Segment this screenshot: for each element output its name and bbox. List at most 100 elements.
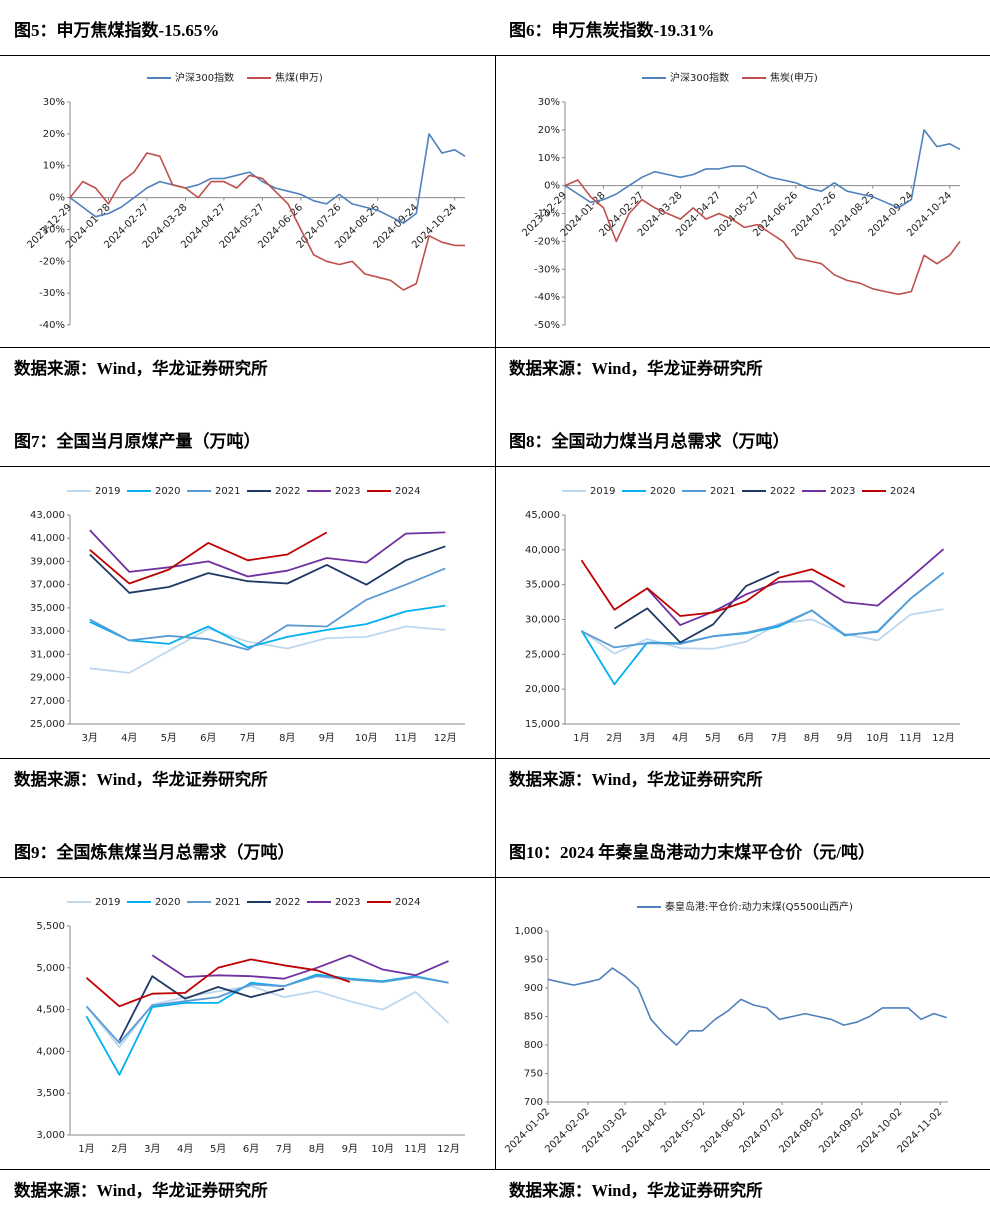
y-tick-label: 41,000 xyxy=(30,533,65,544)
y-tick-label: 25,000 xyxy=(30,719,65,730)
x-tick-label: 9月 xyxy=(342,1143,358,1155)
y-tick-label: 27,000 xyxy=(30,696,65,707)
legend-label: 2020 xyxy=(155,486,180,497)
y-tick-label: 850 xyxy=(524,1012,543,1023)
y-tick-label: 15,000 xyxy=(525,719,560,730)
y-tick-label: 800 xyxy=(524,1040,543,1051)
x-tick-label: 6月 xyxy=(200,732,216,744)
figure: 图10：2024 年秦皇岛港动力末煤平仓价（元/吨） 数据来源：Wind，华龙证券… xyxy=(495,842,990,1200)
legend-label: 2022 xyxy=(770,486,795,497)
y-tick-label: 3,500 xyxy=(36,1088,65,1099)
y-tick-label: 700 xyxy=(524,1097,543,1108)
y-tick-label: 5,500 xyxy=(36,921,65,932)
legend-label: 2019 xyxy=(95,486,120,497)
x-tick-label: 1月 xyxy=(78,1143,94,1155)
y-tick-label: 30% xyxy=(43,97,65,108)
x-tick-label: 6月 xyxy=(738,732,754,744)
figure-title: 图9：全国炼焦煤当月总需求（万吨） xyxy=(14,842,295,862)
series-line xyxy=(580,559,846,617)
y-tick-label: 45,000 xyxy=(525,510,560,521)
x-tick-label: 10月 xyxy=(866,732,889,744)
legend-label: 2021 xyxy=(215,897,240,908)
y-tick-label: 31,000 xyxy=(30,649,65,660)
x-tick-label: 11月 xyxy=(404,1143,427,1155)
series-line xyxy=(581,572,945,649)
x-tick-label: 5月 xyxy=(161,732,177,744)
legend-label: 焦炭(申万) xyxy=(770,71,818,84)
legend-label: 2022 xyxy=(275,486,300,497)
x-tick-label: 10月 xyxy=(355,732,378,744)
x-tick-label: 5月 xyxy=(705,732,721,744)
y-tick-label: 35,000 xyxy=(30,603,65,614)
legend-label: 2019 xyxy=(590,486,615,497)
y-tick-label: 3,000 xyxy=(36,1130,65,1141)
y-tick-label: -30% xyxy=(534,264,560,275)
y-tick-label: 4,000 xyxy=(36,1046,65,1057)
x-tick-label: 7月 xyxy=(240,732,256,744)
legend-label: 2019 xyxy=(95,897,120,908)
x-tick-label: 9月 xyxy=(319,732,335,744)
y-tick-label: 900 xyxy=(524,983,543,994)
x-tick-label: 7月 xyxy=(276,1143,292,1155)
x-tick-label: 7月 xyxy=(771,732,787,744)
y-tick-label: -20% xyxy=(39,256,65,267)
source-note: 数据来源：Wind，华龙证券研究所 xyxy=(509,1180,763,1200)
series-line xyxy=(580,608,944,655)
legend-label: 2023 xyxy=(335,897,360,908)
legend-label: 沪深300指数 xyxy=(175,71,234,84)
legend-label: 秦皇岛港:平仓价:动力末煤(Q5500山西产) xyxy=(665,900,853,913)
x-tick-label: 11月 xyxy=(394,732,417,744)
figure: 图8：全国动力煤当月总需求（万吨） 数据来源：Wind，华龙证券研究所 15,000… xyxy=(495,431,990,789)
y-tick-label: 35,000 xyxy=(525,580,560,591)
y-tick-label: 950 xyxy=(524,955,543,966)
series-line xyxy=(646,548,945,626)
y-tick-label: -40% xyxy=(534,292,560,303)
series-line xyxy=(89,625,446,674)
x-tick-label: 4月 xyxy=(177,1143,193,1155)
y-tick-label: 0% xyxy=(544,181,560,192)
series-line xyxy=(69,152,465,291)
x-tick-label: 1月 xyxy=(573,732,589,744)
x-tick-label: 10月 xyxy=(371,1143,394,1155)
series-line xyxy=(118,975,285,1041)
y-tick-label: -40% xyxy=(39,320,65,331)
y-tick-label: 43,000 xyxy=(30,510,65,521)
source-note: 数据来源：Wind，华龙证券研究所 xyxy=(14,769,268,789)
series-line xyxy=(85,973,449,1076)
x-tick-label: 2月 xyxy=(606,732,622,744)
figure-title: 图8：全国动力煤当月总需求（万吨） xyxy=(509,431,790,451)
x-tick-label: 6月 xyxy=(243,1143,259,1155)
figure: 图5：申万焦煤指数-15.65% 数据来源：Wind，华龙证券研究所 -40% -30… xyxy=(0,20,495,378)
x-tick-label: 2月 xyxy=(111,1143,127,1155)
figure-title: 图5：申万焦煤指数-15.65% xyxy=(14,20,219,40)
legend-label: 2020 xyxy=(155,897,180,908)
y-tick-label: -30% xyxy=(39,288,65,299)
series-line xyxy=(85,958,351,1008)
y-tick-label: 20,000 xyxy=(525,684,560,695)
y-tick-label: 30% xyxy=(538,97,560,108)
series-line xyxy=(85,975,449,1044)
series-line xyxy=(151,954,449,980)
series-line xyxy=(564,179,961,296)
series-line xyxy=(89,567,446,651)
series-line xyxy=(547,967,947,1046)
y-tick-label: 0% xyxy=(49,193,65,204)
y-tick-label: -50% xyxy=(534,320,560,331)
legend-label: 2023 xyxy=(335,486,360,497)
x-tick-label: 9月 xyxy=(837,732,853,744)
legend-label: 2024 xyxy=(890,486,915,497)
x-tick-label: 8月 xyxy=(309,1143,325,1155)
legend-label: 2022 xyxy=(275,897,300,908)
y-tick-label: 20% xyxy=(43,129,65,140)
x-tick-label: 3月 xyxy=(639,732,655,744)
series-line xyxy=(89,531,328,585)
figure-title: 图6：申万焦炭指数-19.31% xyxy=(509,20,714,40)
series-line xyxy=(613,570,780,644)
series-line xyxy=(89,529,446,578)
legend-label: 2024 xyxy=(395,897,420,908)
y-tick-label: 10% xyxy=(538,153,560,164)
y-tick-label: 39,000 xyxy=(30,556,65,567)
y-tick-label: 4,500 xyxy=(36,1005,65,1016)
legend-label: 沪深300指数 xyxy=(670,71,729,84)
